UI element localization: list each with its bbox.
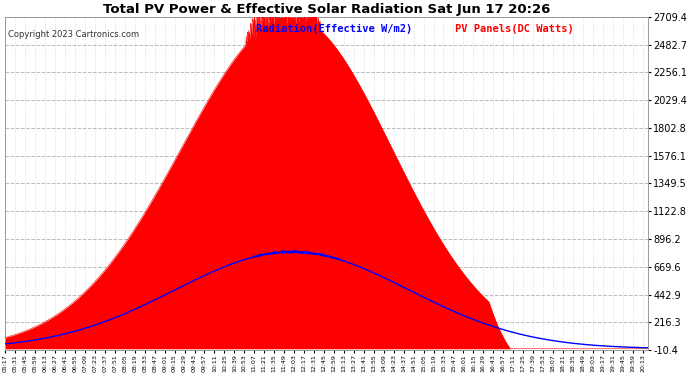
Text: Radiation(Effective W/m2): Radiation(Effective W/m2) (256, 24, 412, 34)
Title: Total PV Power & Effective Solar Radiation Sat Jun 17 20:26: Total PV Power & Effective Solar Radiati… (103, 3, 550, 16)
Text: Copyright 2023 Cartronics.com: Copyright 2023 Cartronics.com (8, 30, 139, 39)
Text: PV Panels(DC Watts): PV Panels(DC Watts) (455, 24, 573, 34)
